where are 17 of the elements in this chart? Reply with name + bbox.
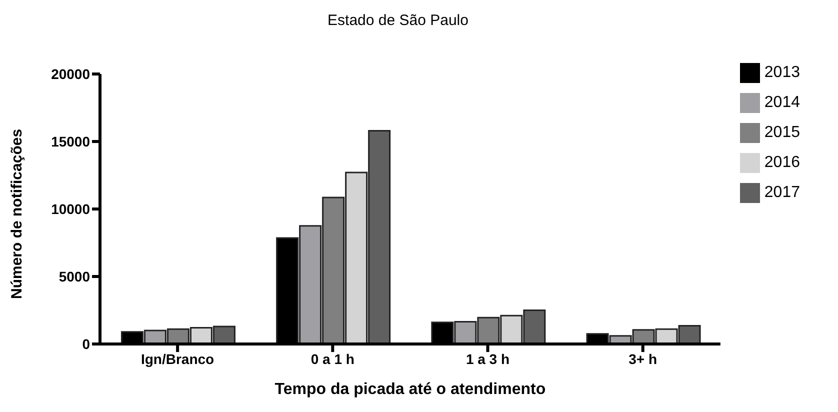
- y-tick-label: 20000: [51, 66, 90, 82]
- legend-label: 2017: [764, 184, 800, 201]
- y-axis-title: Número de notificações: [8, 128, 26, 299]
- x-tick-label: 3+ h: [628, 350, 658, 367]
- y-tick-label: 0: [82, 336, 90, 352]
- y-tick-label: 5000: [58, 268, 90, 284]
- x-tick-label: 0 a 1 h: [310, 350, 354, 367]
- x-tick-label: 1 a 3 h: [466, 350, 510, 367]
- legend-label: 2014: [764, 94, 800, 111]
- y-tick-label: 15000: [51, 133, 90, 150]
- legend-label: 2013: [764, 64, 800, 81]
- chart-title: Estado de São Paulo: [326, 12, 470, 29]
- legend-label: 2016: [764, 154, 800, 171]
- y-tick-label: 10000: [51, 200, 90, 217]
- x-axis-title: Tempo da picada até o atendimento: [274, 381, 546, 398]
- x-tick-label: Ign/Branco: [140, 350, 214, 367]
- legend-label: 2015: [764, 124, 800, 141]
